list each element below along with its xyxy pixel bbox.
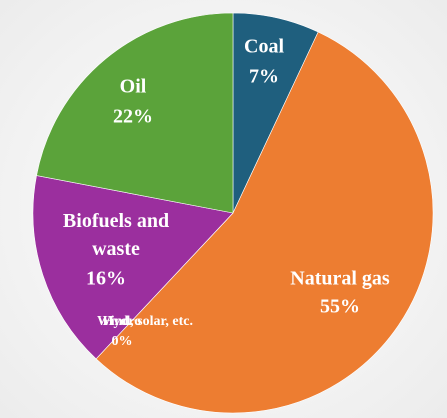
slice-label-line: waste [92,238,140,260]
slice-label: Oil [120,76,147,98]
value-label: 7% [249,66,279,88]
slice-label: Natural gas [290,268,390,290]
value-label: 55% [320,296,360,318]
slice-label: Wind, solar, etc. [97,314,193,329]
pie-slice [32,175,234,360]
slice-label: Biofuels and waste [63,210,169,260]
slice-label: Coal [244,36,284,58]
value-label: 16% [86,268,126,290]
value-label: 0% [112,334,133,349]
pie-slice [36,12,234,214]
slice-label: Hydro [103,314,142,329]
pie-slice [95,31,434,414]
slice-label-line: Biofuels and [63,210,169,232]
value-label: 22% [113,106,153,128]
